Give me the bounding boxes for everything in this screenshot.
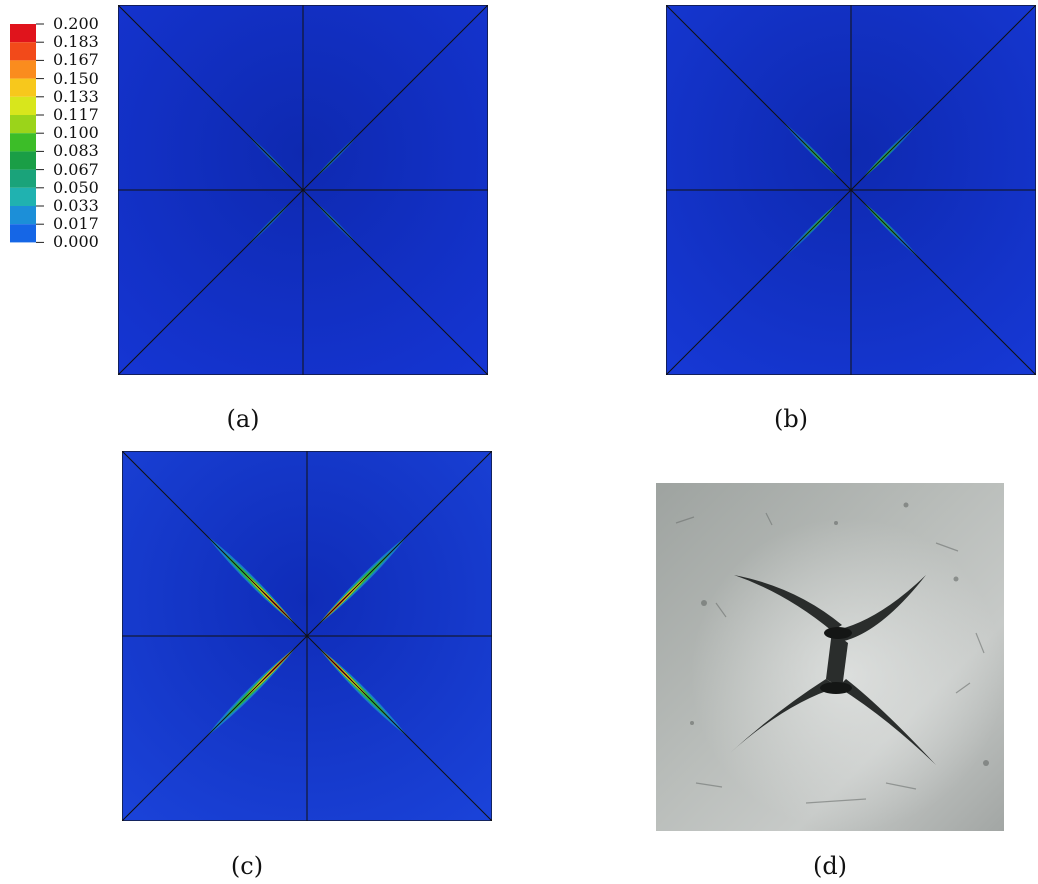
legend-swatch bbox=[10, 133, 36, 151]
simulation-panel-a bbox=[118, 5, 488, 375]
legend-label: 0.000 bbox=[53, 234, 99, 250]
legend-label: 0.017 bbox=[53, 216, 99, 232]
legend-label: 0.033 bbox=[53, 198, 99, 214]
legend-colorbar bbox=[8, 20, 48, 250]
legend-label: 0.133 bbox=[53, 89, 99, 105]
legend-swatch bbox=[10, 115, 36, 133]
legend-label: 0.117 bbox=[53, 107, 99, 123]
caption-b: (b) bbox=[751, 405, 831, 433]
legend-swatch bbox=[10, 97, 36, 115]
legend-swatch bbox=[10, 24, 36, 42]
legend-label: 0.050 bbox=[53, 180, 99, 196]
legend-label: 0.200 bbox=[53, 16, 99, 32]
caption-c: (c) bbox=[207, 852, 287, 880]
caption-d: (d) bbox=[790, 852, 870, 880]
legend-swatch bbox=[10, 60, 36, 78]
legend-swatch bbox=[10, 79, 36, 97]
legend-swatch bbox=[10, 170, 36, 188]
legend-label: 0.100 bbox=[53, 125, 99, 141]
color-legend: 0.200 0.183 0.167 0.150 0.133 0.117 0.100 0.083… bbox=[8, 20, 118, 250]
experiment-photo bbox=[656, 483, 1004, 831]
legend-swatch bbox=[10, 206, 36, 224]
legend-swatch bbox=[10, 188, 36, 206]
legend-label: 0.183 bbox=[53, 34, 99, 50]
legend-swatch bbox=[10, 42, 36, 60]
legend-label: 0.167 bbox=[53, 52, 99, 68]
caption-a: (a) bbox=[203, 405, 283, 433]
simulation-panel-c bbox=[122, 451, 492, 821]
legend-label: 0.150 bbox=[53, 71, 99, 87]
simulation-panel-b bbox=[666, 5, 1036, 375]
legend-label: 0.083 bbox=[53, 143, 99, 159]
legend-swatch bbox=[10, 224, 36, 242]
legend-label: 0.067 bbox=[53, 162, 99, 178]
legend-swatch bbox=[10, 151, 36, 169]
